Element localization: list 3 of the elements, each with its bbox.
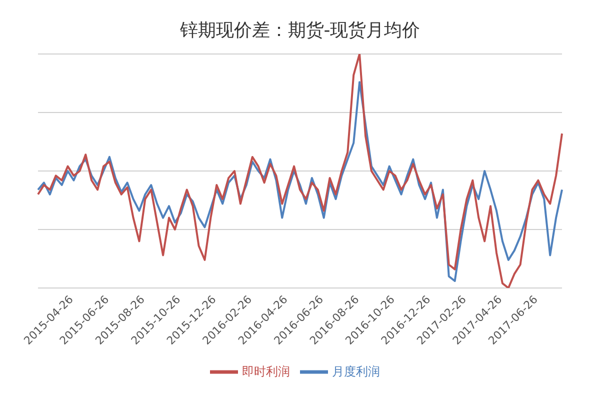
legend-label: 即时利润 xyxy=(242,364,290,378)
chart-title: 锌期现价差：期货-现货月均价 xyxy=(178,19,422,43)
legend-label: 月度利润 xyxy=(332,364,380,378)
